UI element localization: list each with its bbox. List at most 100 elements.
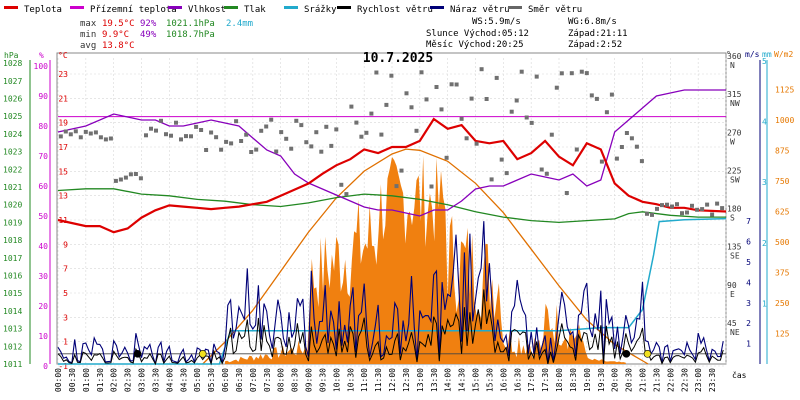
x-tick-label: 17:00	[527, 368, 536, 392]
wind-direction-dot	[680, 211, 684, 216]
wind-direction-dot	[614, 156, 619, 161]
hpa-tick: 1023	[3, 148, 22, 157]
x-tick-label: 08:30	[291, 368, 300, 392]
wind-direction-dot	[675, 202, 679, 207]
wind-direction-dot	[118, 177, 123, 182]
wind-direction-dot	[514, 98, 519, 103]
wm2-tick: 625	[775, 207, 790, 216]
hpa-tick: 1024	[3, 130, 22, 139]
wind-direction-dot	[399, 168, 404, 173]
wind-direction-dot	[219, 147, 224, 152]
axis-dir-unit: °	[726, 50, 731, 59]
wind-direction-dot	[599, 159, 604, 164]
wind-direction-dot	[660, 203, 664, 208]
wind-direction-dot	[209, 130, 214, 135]
wind-direction-dot	[334, 127, 339, 132]
wind-direction-dot	[284, 136, 289, 141]
pressure-line	[57, 188, 726, 224]
legend: Teplota Přízemní teplota Vlhkost Tlak Srážky…	[4, 5, 582, 15]
wind-direction-dot	[63, 129, 68, 134]
wind-direction-dot	[78, 135, 83, 140]
wind-direction-dot	[369, 111, 374, 116]
ms-tick: 6	[746, 238, 751, 247]
legend-swatch	[508, 6, 522, 9]
wind-direction-dot	[700, 207, 705, 212]
wind-direction-dot	[349, 104, 354, 109]
temp-tick: 3	[63, 313, 68, 322]
x-tick-label: 05:00	[193, 368, 202, 392]
wind-direction-dot	[549, 132, 554, 137]
wind-direction-dot	[299, 123, 304, 128]
wind-direction-dot	[384, 102, 389, 107]
wind-direction-dot	[259, 128, 264, 133]
wind-direction-dot	[685, 210, 689, 215]
hum-tick: 90	[38, 92, 48, 101]
wind-direction-dot	[108, 136, 113, 141]
dir-tick-value: 360	[727, 52, 742, 61]
dir-tick-label: SW	[730, 175, 740, 184]
dir-tick-value: 180	[727, 205, 742, 214]
wind-direction-dot	[254, 147, 259, 152]
stat-avg-temp: 13.8°C	[102, 41, 135, 51]
axis-temp-unit: °C	[58, 51, 68, 60]
axes: 1011101210131014101510161017101810191020…	[3, 52, 794, 371]
wind-direction-dot	[249, 150, 254, 154]
ms-tick: 1	[746, 340, 751, 349]
legend-label: Teplota	[24, 5, 62, 15]
legend-swatch	[224, 6, 238, 9]
dir-tick-label: W	[730, 137, 735, 146]
temperature-line	[57, 117, 727, 234]
wind-direction-dot	[494, 75, 499, 80]
x-tick-label: 16:30	[513, 368, 522, 392]
x-axis: 00:00 00:30 01:00 01:30 02:00 02:30 03:00 03:30…	[54, 368, 717, 392]
wind-direction-dot	[554, 85, 559, 90]
wind-direction-dot	[715, 201, 720, 206]
x-tick-label: 01:00	[82, 368, 91, 392]
sunset-marker	[643, 350, 652, 358]
legend-label: Přízemní teplota	[90, 5, 177, 15]
x-tick-label: 22:30	[680, 368, 689, 392]
wind-direction-dot	[665, 202, 669, 207]
mm-tick: 4	[762, 118, 767, 127]
wind-direction-dot	[655, 206, 659, 211]
ms-tick: 5	[746, 258, 751, 267]
wind-direction-dot	[159, 118, 163, 123]
hpa-tick: 1019	[3, 218, 22, 227]
mm-tick: 1	[762, 299, 767, 308]
axis-wm2-unit: W/m2	[774, 50, 793, 59]
hum-tick: 60	[38, 182, 48, 191]
wind-direction-dot	[374, 70, 379, 75]
wind-direction-dot	[479, 67, 484, 72]
stat-max-temp: 19.5°C	[102, 19, 135, 29]
x-tick-label: 18:30	[569, 368, 578, 392]
stat-max-label: max	[80, 19, 97, 29]
wind-direction-dot	[624, 131, 629, 135]
wind-direction-dot	[128, 172, 133, 177]
wind-direction-dot	[474, 141, 479, 146]
x-tick-label: 20:00	[611, 368, 620, 392]
temp-tick: 19	[58, 119, 68, 128]
temp-tick: 9	[63, 240, 68, 249]
wind-direction-dot	[650, 212, 654, 217]
x-tick-label: 03:00	[138, 368, 147, 392]
dir-tick-value: 135	[727, 243, 742, 252]
wind-direction-dot	[404, 91, 409, 96]
x-tick-label: 23:30	[708, 368, 717, 392]
temp-tick: 1	[63, 338, 68, 347]
wind-direction-dot	[179, 137, 183, 142]
hpa-tick: 1021	[3, 183, 22, 192]
wind-direction-dot	[454, 82, 459, 87]
wind-direction-dot	[544, 171, 549, 176]
wind-direction-dot	[489, 177, 494, 182]
wind-direction-dot	[359, 134, 364, 139]
wind-direction-dot	[68, 132, 73, 137]
wind-direction-dot	[324, 124, 329, 129]
x-tick-label: 07:00	[249, 368, 258, 392]
ms-tick: 2	[746, 319, 751, 328]
stat-min-label: min	[80, 30, 96, 40]
x-tick-label: 19:00	[583, 368, 592, 392]
wind-direction-dot	[579, 69, 584, 74]
wind-direction-dot	[354, 120, 359, 125]
wind-direction-dot	[204, 148, 209, 152]
astro-info: WS:5.9m/s WG:6.8m/s Slunce Východ:05:12 …	[426, 17, 628, 50]
